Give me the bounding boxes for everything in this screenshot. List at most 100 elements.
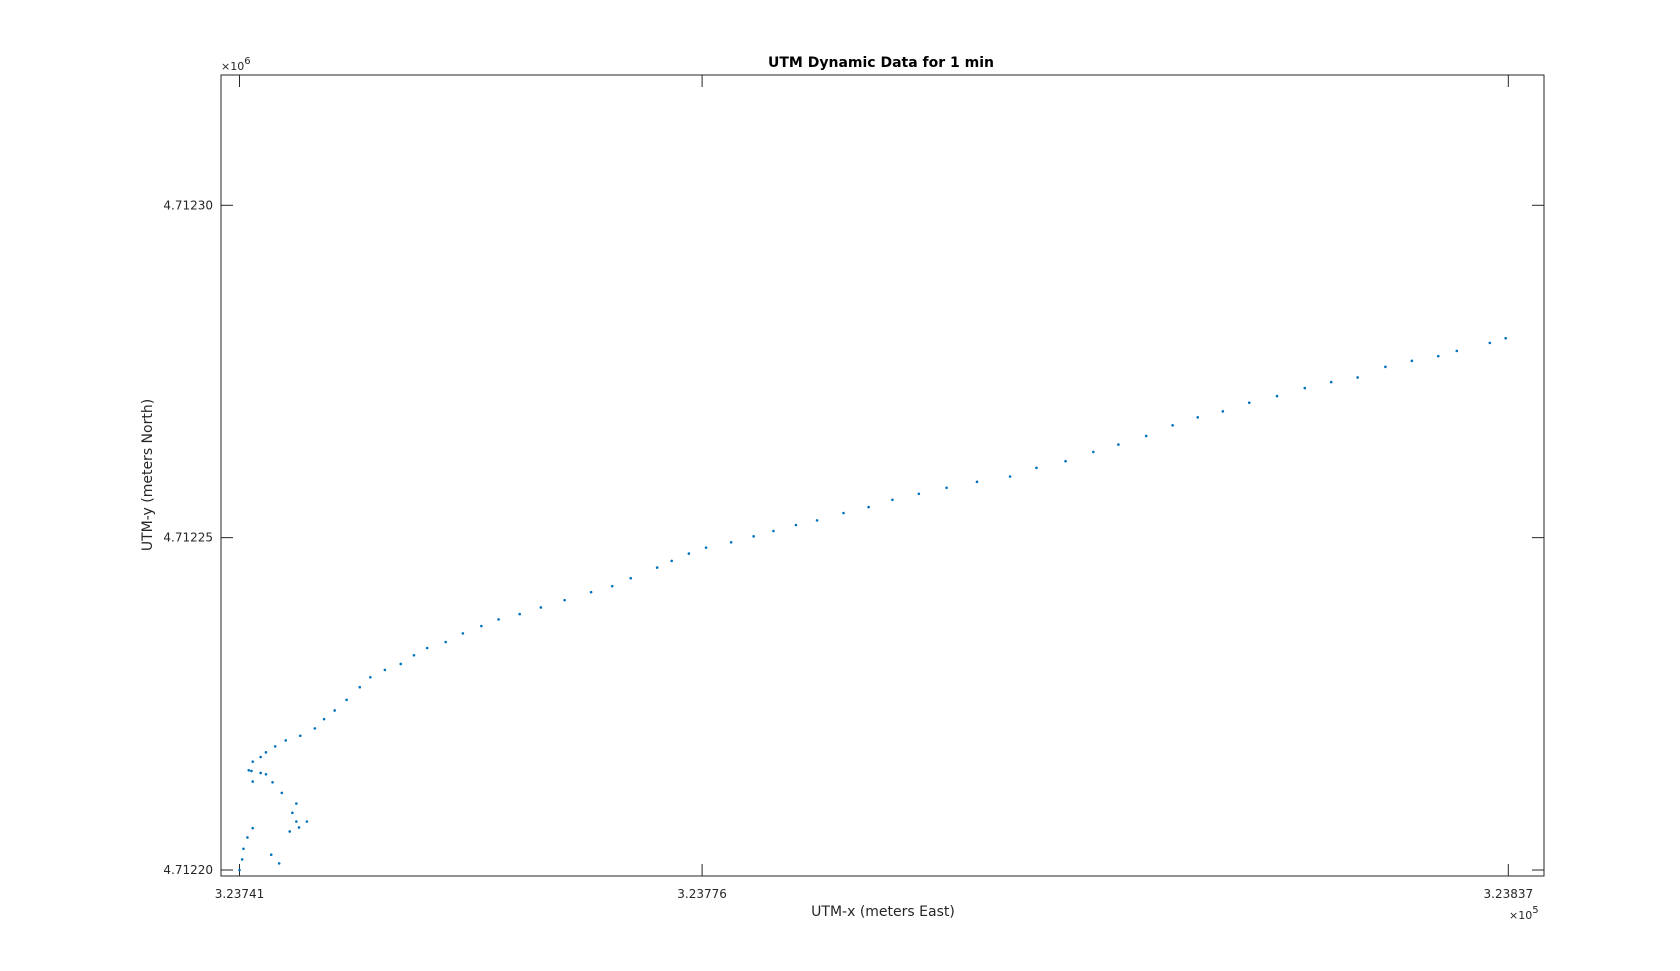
y-tick-label: 4.71225 [163, 531, 213, 545]
data-point [425, 646, 429, 650]
data-point [842, 511, 845, 515]
axis-ticks: 3.23741 3.23776 3.23837 4.71220 4.71225 4.712… [163, 75, 1544, 901]
data-point [655, 566, 659, 569]
data-point [358, 685, 362, 689]
data-point [291, 811, 294, 815]
plot-area [220, 74, 1545, 877]
data-point [271, 780, 274, 784]
data-point [284, 739, 288, 742]
y-exponent-base: ×10 [221, 60, 244, 73]
data-point [480, 624, 483, 628]
y-exponent-power: 6 [244, 56, 250, 67]
data-point [313, 727, 317, 730]
data-point [412, 654, 416, 657]
data-point [563, 598, 566, 602]
data-point [269, 853, 273, 857]
chart-title: UTM Dynamic Data for 1 min [768, 55, 994, 71]
data-point [1488, 341, 1492, 345]
data-point [670, 559, 673, 563]
data-point [1035, 466, 1038, 470]
y-axis-label: UTM-y (meters North) [140, 399, 156, 551]
data-point [518, 612, 521, 616]
data-point [383, 668, 387, 672]
data-point [461, 632, 465, 635]
data-point [333, 709, 336, 712]
data-point [264, 751, 268, 754]
data-point [1117, 443, 1120, 446]
data-point [369, 675, 372, 679]
data-point [277, 862, 281, 865]
data-point [250, 769, 253, 773]
data-point [867, 505, 870, 509]
data-point [539, 606, 543, 609]
data-point [246, 836, 249, 839]
data-point [444, 640, 447, 644]
data-point [1504, 336, 1507, 340]
y-exponent-label: ×106 [221, 56, 251, 73]
data-point [299, 734, 302, 738]
data-point [1064, 459, 1067, 463]
data-point [704, 546, 708, 549]
data-point [238, 868, 241, 872]
data-point [772, 529, 775, 533]
data-point [399, 662, 403, 666]
data-point [1455, 349, 1459, 353]
data-point [1247, 401, 1251, 405]
data-point [1275, 394, 1279, 398]
data-point [240, 858, 244, 861]
x-tick-label: 3.23776 [677, 887, 727, 901]
data-point [242, 847, 245, 851]
data-point [629, 576, 633, 580]
data-point [1329, 380, 1333, 384]
data-point [305, 820, 309, 823]
data-point [273, 745, 277, 748]
data-point [1221, 410, 1225, 413]
data-point [322, 717, 326, 721]
data-point [247, 769, 251, 772]
data-point [815, 519, 819, 522]
data-point [687, 552, 691, 555]
data-point [1008, 475, 1012, 478]
data-point [945, 486, 948, 490]
data-point [917, 492, 921, 496]
x-axis-label: UTM-x (meters East) [811, 904, 955, 920]
data-point [259, 771, 262, 775]
data-point [295, 802, 298, 805]
data-point [345, 698, 348, 702]
data-point [251, 760, 255, 763]
data-point [752, 535, 755, 538]
x-tick-label: 3.23837 [1484, 887, 1534, 901]
data-point [497, 618, 500, 621]
data-point [1436, 354, 1440, 358]
data-point [297, 826, 301, 829]
data-point [794, 523, 798, 527]
data-point [1410, 359, 1414, 363]
x-exponent-label: ×105 [1509, 905, 1539, 922]
data-point [610, 584, 614, 588]
data-point [264, 772, 268, 776]
data-point [251, 780, 255, 783]
x-exponent-base: ×10 [1509, 909, 1532, 922]
data-points [238, 336, 1507, 872]
y-tick-label: 4.71220 [163, 863, 213, 877]
data-point [259, 755, 262, 759]
data-point [1384, 365, 1387, 369]
data-point [288, 830, 292, 833]
data-point [1092, 450, 1095, 454]
data-point [1303, 386, 1307, 390]
data-point [891, 498, 894, 502]
data-point [729, 541, 733, 544]
x-tick-label: 3.23741 [215, 887, 265, 901]
data-point [975, 480, 979, 484]
y-tick-label: 4.71230 [163, 198, 213, 212]
data-point [295, 820, 298, 823]
data-point [1356, 376, 1359, 379]
data-point [251, 826, 255, 830]
data-point [280, 791, 284, 795]
data-point [589, 590, 593, 594]
data-point [1171, 424, 1174, 427]
x-exponent-power: 5 [1532, 905, 1538, 916]
data-point [1196, 416, 1200, 419]
data-point [1144, 434, 1148, 438]
